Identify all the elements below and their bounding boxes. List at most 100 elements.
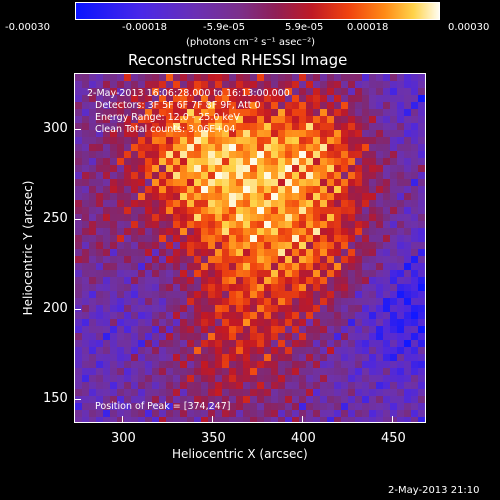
heatmap-cell — [327, 109, 335, 117]
heatmap-cell — [327, 361, 335, 369]
heatmap-cell — [411, 396, 419, 404]
heatmap-cell — [292, 95, 300, 103]
heatmap-cell — [376, 417, 384, 422]
heatmap-cell — [404, 179, 412, 187]
heatmap-cell — [362, 389, 370, 397]
heatmap-cell — [404, 151, 412, 159]
heatmap-cell — [243, 207, 251, 215]
heatmap-cell — [236, 347, 244, 355]
heatmap-cell — [145, 263, 153, 271]
heatmap-cell — [334, 312, 342, 320]
heatmap-cell — [82, 207, 90, 215]
heatmap-cell — [194, 361, 202, 369]
heatmap-cell — [285, 389, 293, 397]
x-tick-mark — [302, 416, 303, 422]
heatmap-cell — [208, 368, 216, 376]
heatmap-cell — [383, 116, 391, 124]
heatmap-cell — [348, 74, 356, 82]
heatmap-cell — [124, 396, 132, 404]
heatmap-cell — [201, 123, 209, 131]
heatmap-cell — [306, 165, 314, 173]
heatmap-cell — [320, 340, 328, 348]
heatmap-cell — [299, 214, 307, 222]
heatmap-cell — [208, 347, 216, 355]
heatmap-cell — [264, 361, 272, 369]
heatmap-cell — [131, 256, 139, 264]
heatmap-cell — [124, 291, 132, 299]
heatmap-cell — [285, 200, 293, 208]
heatmap-cell — [124, 165, 132, 173]
heatmap-cell — [187, 305, 195, 313]
heatmap-cell — [159, 88, 167, 96]
heatmap-cell — [131, 130, 139, 138]
heatmap-cell — [82, 95, 90, 103]
heatmap-cell — [229, 382, 237, 390]
heatmap-cell — [285, 179, 293, 187]
heatmap-cell — [292, 214, 300, 222]
heatmap-cell — [138, 151, 146, 159]
heatmap-cell — [243, 410, 251, 418]
heatmap-cell — [103, 305, 111, 313]
heatmap-cell — [334, 333, 342, 341]
heatmap-cell — [250, 74, 258, 82]
heatmap-cell — [299, 291, 307, 299]
heatmap-cell — [292, 284, 300, 292]
heatmap-cell — [320, 249, 328, 257]
heatmap-cell — [257, 396, 265, 404]
heatmap-cell — [341, 284, 349, 292]
heatmap-cell — [152, 256, 160, 264]
heatmap-cell — [348, 179, 356, 187]
heatmap-cell — [201, 158, 209, 166]
heatmap-cell — [117, 312, 125, 320]
heatmap-cell — [271, 256, 279, 264]
heatmap-cell — [208, 130, 216, 138]
heatmap-cell — [82, 410, 90, 418]
heatmap-cell — [306, 277, 314, 285]
heatmap-cell — [229, 172, 237, 180]
heatmap-cell — [348, 95, 356, 103]
heatmap-cell — [299, 200, 307, 208]
heatmap-cell — [341, 347, 349, 355]
heatmap-cell — [124, 207, 132, 215]
heatmap-cell — [397, 88, 405, 96]
heatmap-cell — [355, 298, 363, 306]
heatmap-cell — [243, 368, 251, 376]
heatmap-cell — [243, 270, 251, 278]
heatmap-cell — [327, 95, 335, 103]
heatmap-cell — [320, 284, 328, 292]
heatmap-cell — [236, 116, 244, 124]
heatmap-cell — [320, 312, 328, 320]
heatmap-cell — [103, 396, 111, 404]
heatmap-cell — [341, 95, 349, 103]
heatmap-cell — [369, 158, 377, 166]
heatmap-cell — [369, 109, 377, 117]
heatmap-cell — [257, 137, 265, 145]
heatmap-cell — [110, 319, 118, 327]
heatmap-cell — [159, 228, 167, 236]
heatmap-cell — [320, 256, 328, 264]
heatmap-cell — [334, 340, 342, 348]
heatmap-cell — [271, 88, 279, 96]
heatmap-cell — [369, 130, 377, 138]
heatmap-cell — [348, 403, 356, 411]
heatmap-cell — [257, 74, 265, 82]
heatmap-cell — [103, 228, 111, 236]
heatmap-cell — [313, 193, 321, 201]
heatmap-cell — [82, 347, 90, 355]
heatmap-cell — [201, 410, 209, 418]
heatmap-cell — [327, 193, 335, 201]
heatmap-cell — [89, 368, 97, 376]
heatmap-cell — [110, 165, 118, 173]
heatmap-cell — [145, 312, 153, 320]
heatmap-cell — [110, 326, 118, 334]
heatmap-cell — [264, 410, 272, 418]
y-tick-label: 250 — [43, 211, 68, 226]
heatmap-cell — [215, 235, 223, 243]
heatmap-cell — [222, 319, 230, 327]
heatmap-cell — [173, 270, 181, 278]
heatmap-cell — [278, 417, 286, 422]
heatmap-cell — [243, 116, 251, 124]
heatmap-cell — [278, 109, 286, 117]
heatmap-cell — [138, 200, 146, 208]
heatmap-cell — [292, 382, 300, 390]
